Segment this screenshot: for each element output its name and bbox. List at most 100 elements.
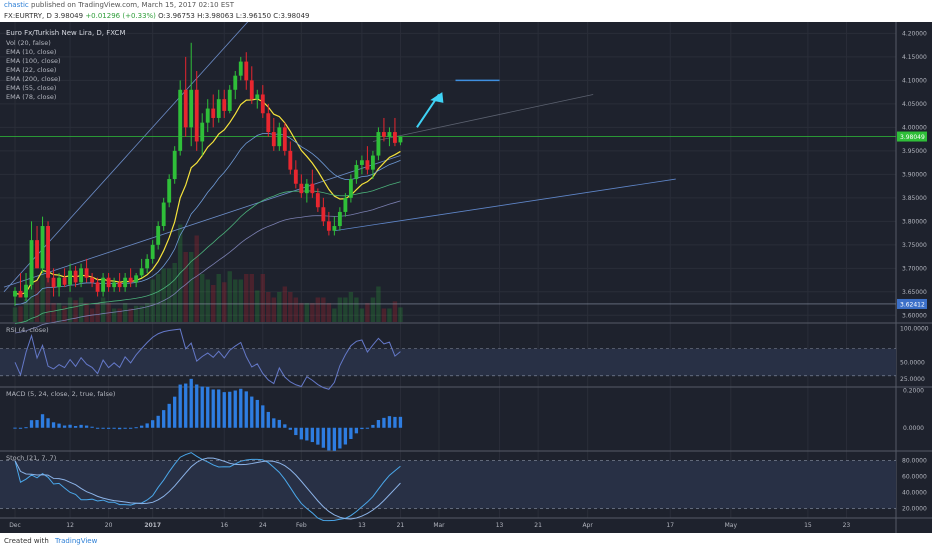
macd-histogram-bar (277, 419, 281, 428)
stoch-d-line (14, 457, 401, 520)
ema-lines (14, 98, 401, 522)
macd-histogram-bar (294, 427, 298, 436)
volume-bar (216, 274, 221, 322)
volume-bar (277, 292, 282, 322)
macd-histogram-bar (46, 418, 50, 428)
macd-histogram-bar (24, 427, 28, 429)
macd-histogram-bar (35, 420, 39, 428)
chart-title: Euro Fx/Turkish New Lira, D, FXCM (6, 29, 126, 37)
volume-bar (200, 274, 205, 322)
price-tick-label: 3.95000 (902, 148, 927, 155)
macd-histogram-bar (206, 386, 210, 428)
candle-body (29, 240, 34, 285)
macd-tick-label: 0.0000 (903, 425, 924, 432)
volume-bar (51, 303, 56, 322)
volume-bar (133, 305, 139, 322)
volume-bar (255, 290, 260, 322)
macd-histogram-bar (62, 425, 67, 428)
time-tick-label: Apr (582, 522, 593, 529)
candle-body (282, 127, 287, 151)
macd-histogram-bar (398, 416, 403, 428)
volume-bar (117, 308, 122, 322)
macd-histogram-bar (217, 389, 221, 428)
candle-body (62, 277, 67, 285)
last-price-label: 3.98049 (900, 134, 925, 141)
macd-histogram-bar (354, 427, 359, 434)
volume-level-label: 3.62412 (900, 301, 925, 308)
candle-body (51, 277, 56, 288)
volume-bar (56, 303, 62, 322)
macd-histogram-bar (195, 384, 199, 428)
candle-body (46, 226, 50, 278)
candle-body (161, 202, 166, 227)
volume-bar (343, 297, 348, 322)
candle-body (84, 268, 89, 278)
author-link[interactable]: chastic (4, 1, 29, 9)
chart-background (0, 22, 932, 533)
chart-canvas[interactable]: 4.20000 4.15000 4.10000 4.05000 4.00000 3.950… (0, 22, 932, 533)
volume-bar (348, 292, 354, 322)
rsi-tick-label: 100.0000 (900, 325, 929, 332)
price-tick-label: 3.80000 (902, 218, 927, 225)
candle-body (183, 89, 188, 128)
candle-body (172, 150, 177, 180)
candle-body (123, 277, 128, 288)
time-tick-label: 15 (804, 522, 812, 529)
candle-body (79, 268, 84, 283)
price-tick-label: 4.10000 (902, 77, 927, 84)
macd-histogram-bar (162, 410, 166, 428)
candle-body (387, 132, 392, 137)
volume-bar (100, 297, 106, 322)
candle-body (205, 108, 210, 123)
macd-histogram-bar (288, 427, 292, 430)
time-tick-label: 17 (666, 522, 674, 529)
candle-body (134, 275, 139, 283)
macd-histogram-bar (184, 383, 188, 428)
volume-bar (128, 308, 133, 322)
time-tick-label: 2017 (144, 522, 161, 529)
ema-22-line (14, 132, 401, 305)
price-tick-label: 4.15000 (902, 54, 927, 61)
stoch-tick-label: 80.0000 (902, 458, 927, 465)
legend-entry: EMA (22, close) (6, 66, 56, 74)
volume-bar (271, 297, 277, 322)
volume-bar (172, 263, 177, 322)
volume-bar (34, 281, 40, 322)
macd-histogram-bar (272, 418, 276, 428)
candle-body (35, 240, 39, 269)
macd-histogram-bar (365, 427, 370, 429)
candle-body (233, 75, 238, 90)
volume-bar (62, 305, 67, 322)
candle-body (315, 193, 320, 208)
stoch-band-bg (0, 460, 896, 509)
volume-bar (73, 300, 78, 322)
macd-histogram-bar (393, 416, 397, 428)
macd-histogram-bar (68, 424, 72, 428)
macd-histogram-bar (73, 426, 78, 428)
publish-info: published on TradingView.com, March 15, … (31, 1, 234, 9)
candle-body (216, 99, 221, 118)
volume-bar (293, 297, 299, 322)
volume-bar (139, 305, 144, 322)
stoch-k-line (14, 452, 401, 522)
candles (13, 42, 403, 306)
macd-histogram-bar (84, 425, 89, 428)
volume-bar (29, 261, 34, 322)
time-tick-label: Dec (9, 522, 21, 529)
candle-body (227, 89, 232, 111)
tradingview-logo-text[interactable]: TradingView (55, 537, 98, 545)
publish-header: chastic published on TradingView.com, Ma… (0, 0, 932, 11)
rsi-tick-label: 50.0000 (900, 359, 925, 366)
rsi-title: RSI (4, close) (6, 326, 49, 334)
volume-level-badge (897, 298, 927, 309)
macd-histogram-bar (29, 420, 34, 428)
volume-bar (211, 285, 216, 322)
last-price-badge (897, 131, 927, 142)
volume-bar (183, 252, 188, 322)
macd-histogram-bar (18, 427, 23, 429)
price-tick-label: 4.05000 (902, 101, 927, 108)
macd-histogram-bar (321, 427, 326, 448)
price-axis: 4.20000 4.15000 4.10000 4.05000 4.00000 3.950… (897, 30, 929, 512)
candle-body (310, 183, 315, 194)
